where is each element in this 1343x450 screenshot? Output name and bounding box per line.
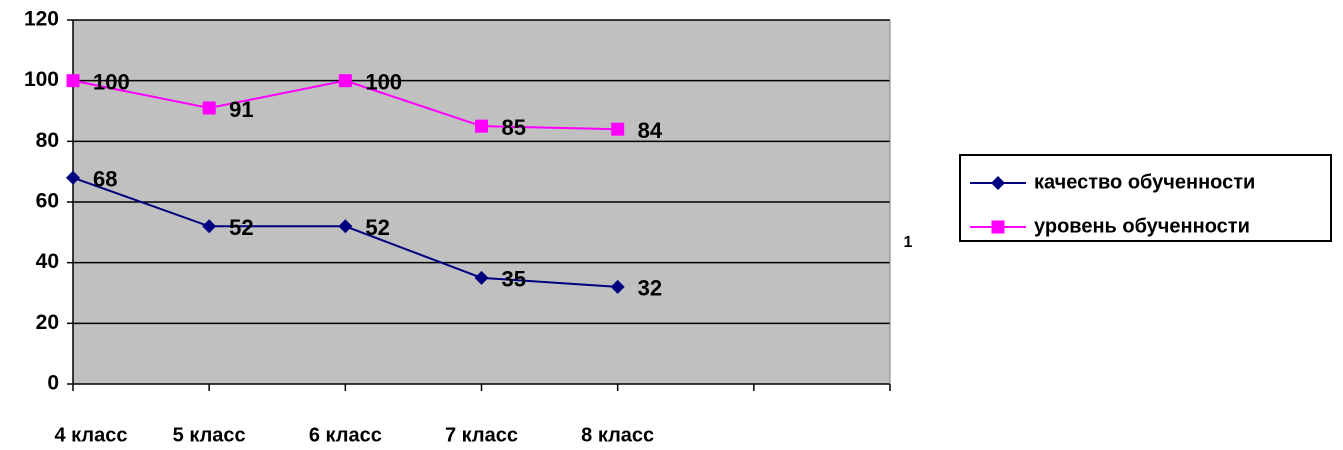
y-tick-label: 0	[47, 372, 59, 395]
y-tick-label: 40	[36, 250, 59, 273]
data-label: 100	[365, 69, 402, 94]
data-label: 84	[638, 118, 663, 143]
data-point	[611, 122, 625, 136]
x-tick-label: 8 класс	[581, 424, 654, 446]
x-tick-label: 7 класс	[445, 424, 518, 446]
legend-marker	[991, 220, 1005, 234]
data-label: 91	[229, 97, 253, 122]
data-label: 100	[93, 69, 130, 94]
data-point	[66, 74, 80, 88]
legend-label: уровень обученности	[1034, 215, 1250, 237]
data-label: 52	[229, 215, 253, 240]
data-point	[474, 270, 489, 285]
y-tick-label: 100	[24, 68, 59, 91]
data-point	[202, 101, 216, 115]
data-point	[338, 219, 353, 234]
annotation: 1	[904, 234, 913, 251]
data-label: 35	[502, 267, 526, 292]
y-tick-label: 60	[36, 190, 59, 213]
legend-label: качество обученности	[1034, 171, 1255, 193]
x-tick-label: 6 класс	[309, 424, 382, 446]
legend-marker	[991, 176, 1005, 190]
y-tick-label: 80	[36, 129, 59, 152]
data-point	[610, 279, 625, 294]
data-label: 32	[638, 276, 662, 301]
y-tick-label: 120	[24, 8, 59, 31]
data-point	[338, 74, 352, 88]
x-tick-label: 5 класс	[173, 424, 246, 446]
data-label: 52	[365, 215, 389, 240]
data-label: 68	[93, 167, 117, 192]
data-point	[475, 119, 488, 133]
data-point	[66, 170, 80, 185]
data-label: 85	[502, 115, 526, 140]
y-tick-label: 20	[36, 311, 59, 334]
data-point	[202, 219, 217, 234]
x-tick-label: 4 класс	[54, 424, 127, 446]
